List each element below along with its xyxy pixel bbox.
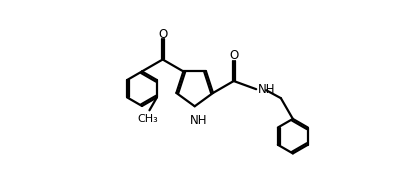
Text: O: O	[228, 49, 238, 62]
Text: O: O	[158, 28, 167, 41]
Text: CH₃: CH₃	[137, 114, 158, 124]
Text: NH: NH	[257, 83, 275, 96]
Text: NH: NH	[190, 114, 207, 127]
